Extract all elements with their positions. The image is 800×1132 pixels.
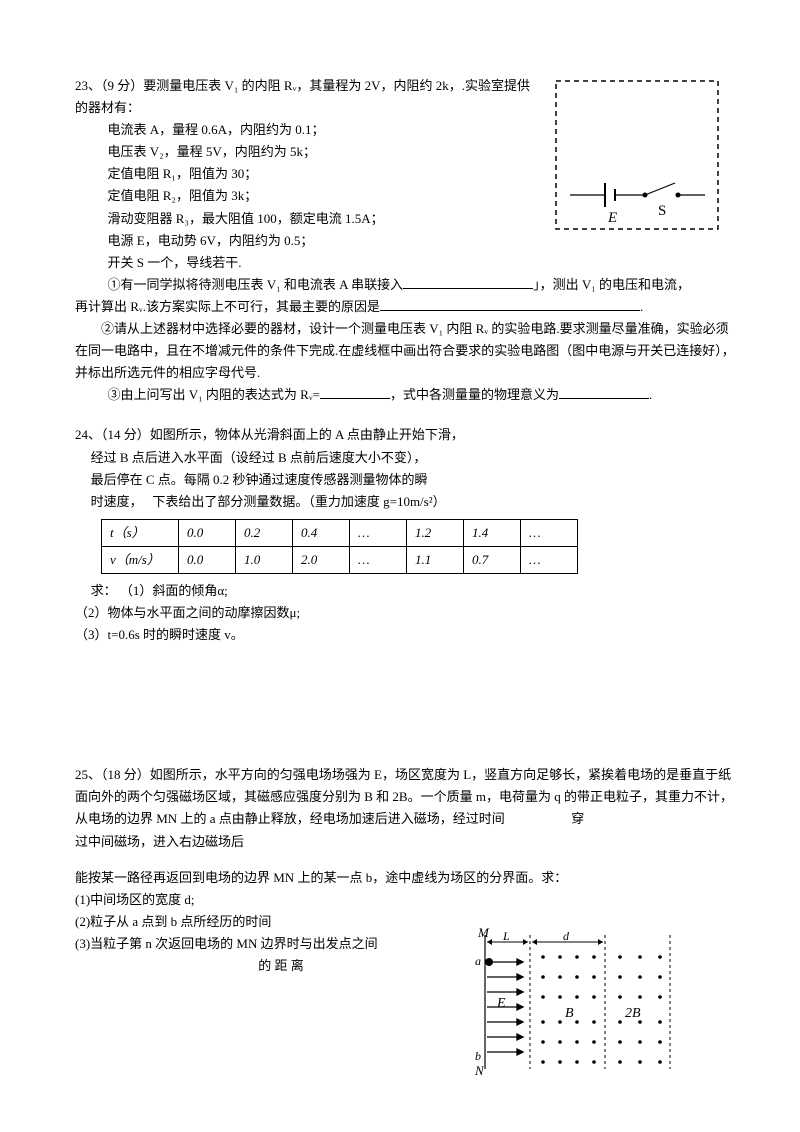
label-d: d (563, 929, 570, 943)
label-s: S (658, 203, 666, 219)
q25-ask3a: (3)当粒子第 n 次返回电场的 MN 边界时与出发点之间 (75, 936, 378, 951)
blank (380, 297, 640, 311)
blank (320, 385, 390, 399)
label-N: N (475, 1063, 485, 1077)
q23-p1c: 再计算出 Rᵥ.该方案实际上不可行，其最主要的原因是 (75, 299, 380, 314)
blank (403, 275, 533, 289)
table-row: v（m/s） 0.0 1.0 2.0 … 1.1 0.7 … (102, 546, 578, 573)
q24-ask-lead: 求： (91, 583, 117, 598)
q24-ask2: （2）物体与水平面之间的动摩擦因数μ; (75, 602, 735, 624)
q25-p2: 能按某一路径再返回到电场的边界 MN 上的某一点 b，途中虚线为场区的分界面。求… (75, 867, 735, 889)
question-24: 24、（14 分）如图所示，物体从光滑斜面上的 A 点由静止开始下滑， 经过 B… (75, 424, 735, 646)
label-2B: 2B (625, 1006, 641, 1021)
q23-p2: ②请从上述器材中选择必要的器材，设计一个测量电压表 V₁ 内阻 Rᵥ 的实验电路… (75, 318, 735, 384)
q23-item: 开关 S 一个，导线若干. (75, 252, 735, 274)
q23-p1b: 」，测出 V₁ 的电压和电流， (533, 277, 690, 292)
circuit-diagram: E S (550, 75, 725, 242)
question-23: E S 23、（9 分）要测量电压表 V₁ 的内阻 Rᵥ，其量程为 2V，内阻约… (75, 75, 735, 406)
question-25: 25、（18 分）如图所示，水平方向的匀强电场场强为 E，场区宽度为 L，竖直方… (75, 764, 735, 977)
blank (559, 385, 649, 399)
data-table: t（s） 0.0 0.2 0.4 … 1.2 1.4 … v（m/s） 0.0 … (101, 519, 578, 574)
q24-l3: 最后停在 C 点。每隔 0.2 秒钟通过速度传感器测量物体的瞬 (75, 469, 735, 491)
table-row: t（s） 0.0 0.2 0.4 … 1.2 1.4 … (102, 519, 578, 546)
q25-ask3b: 的 距 离 (258, 958, 304, 973)
q24-head: 24、（14 分）如图所示，物体从光滑斜面上的 A 点由静止开始下滑， (75, 424, 735, 446)
label-b: b (475, 1049, 481, 1063)
q25-head2: 过中间磁场，进入右边磁场后 (75, 831, 735, 853)
label-E: E (496, 996, 506, 1011)
q24-l2: 经过 B 点后进入水平面（设经过 B 点前后速度大小不变）， (75, 447, 735, 469)
label-M: M (477, 927, 490, 940)
q23-p1a: ①有一同学拟将待测电压表 V₁ 和电流表 A 串联接入 (75, 274, 403, 296)
q24-ask1: （1）斜面的倾角α; (120, 583, 228, 598)
q24-l4b: 下表给出了部分测量数据。（重力加速度 g=10m/s²） (152, 494, 445, 509)
label-a: a (475, 954, 481, 968)
q24-l4a: 时速度， (91, 494, 143, 509)
field-diagram: M L d a E B 2B b N (475, 927, 675, 1084)
q23-p3b: ，式中各测量量的物理意义为 (390, 387, 559, 402)
q23-p3a: ③由上问写出 V₁ 内阻的表达式为 Rᵥ= (75, 384, 320, 406)
label-B: B (565, 1006, 574, 1021)
q25-ask1: (1)中间场区的宽度 d; (75, 889, 735, 911)
label-L: L (502, 929, 510, 943)
q25-tail: 穿 (571, 811, 584, 826)
q24-ask3: （3）t=0.6s 时的瞬时速度 v。 (75, 624, 735, 646)
label-e: E (607, 210, 617, 226)
q25-head: 25、（18 分）如图所示，水平方向的匀强电场场强为 E，场区宽度为 L，竖直方… (75, 767, 733, 826)
